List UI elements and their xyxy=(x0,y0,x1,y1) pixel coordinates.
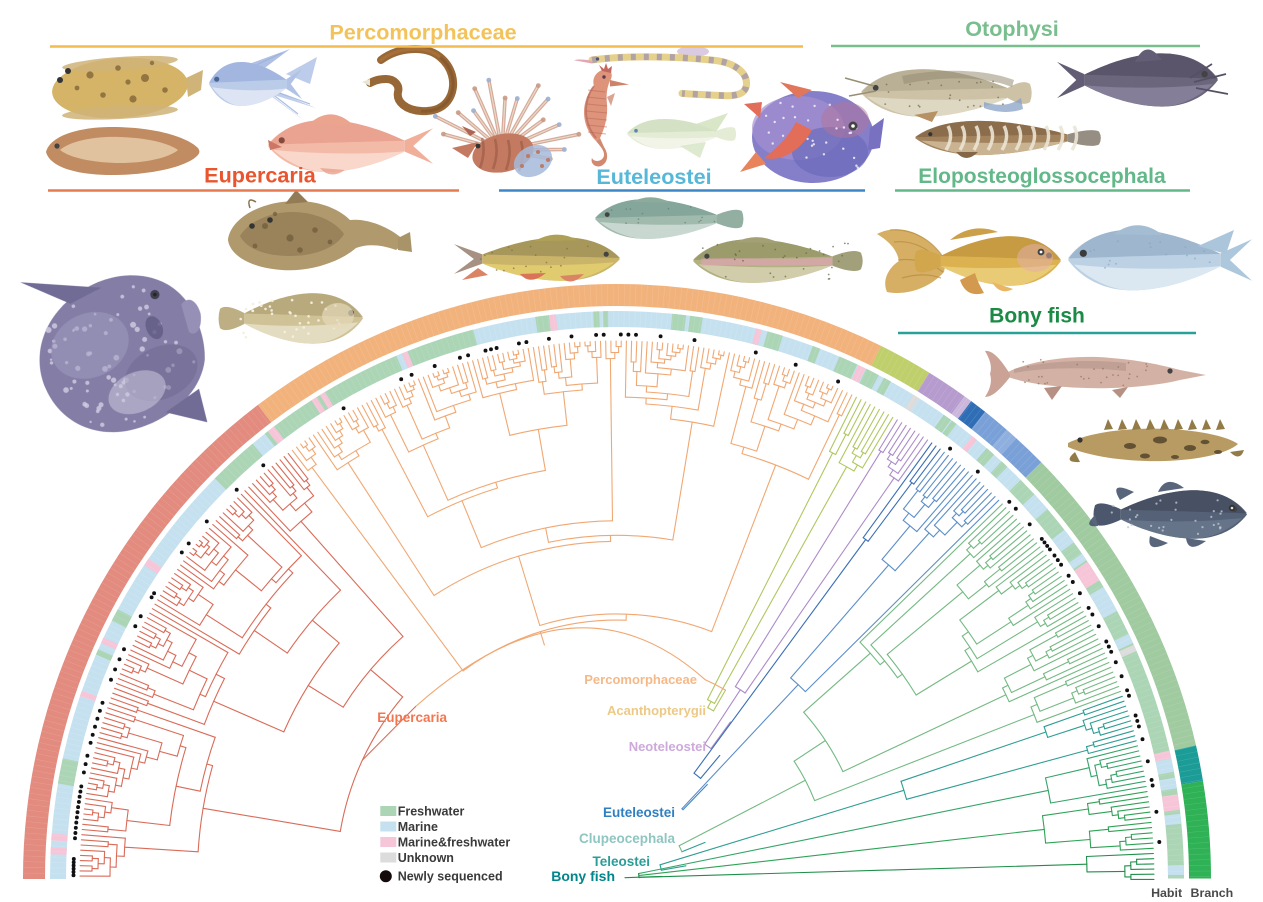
svg-text:Eupercaria: Eupercaria xyxy=(204,163,317,188)
svg-text:Marine: Marine xyxy=(398,820,438,834)
svg-text:Euteleostei: Euteleostei xyxy=(603,805,675,820)
svg-text:Freshwater: Freshwater xyxy=(398,804,465,818)
svg-text:Unknown: Unknown xyxy=(398,851,454,865)
svg-text:Branch: Branch xyxy=(1191,886,1234,900)
svg-text:Newly sequenced: Newly sequenced xyxy=(398,870,503,884)
svg-text:Eloposteoglossocephala: Eloposteoglossocephala xyxy=(918,165,1166,188)
svg-text:Otophysi: Otophysi xyxy=(965,16,1059,41)
svg-text:Percomorphaceae: Percomorphaceae xyxy=(584,672,697,687)
svg-text:Percomorphaceae: Percomorphaceae xyxy=(329,20,516,45)
svg-text:Habit: Habit xyxy=(1151,886,1182,900)
svg-text:Eupercaria: Eupercaria xyxy=(377,710,447,725)
svg-text:Euteleostei: Euteleostei xyxy=(596,164,711,189)
svg-text:Clupeocephala: Clupeocephala xyxy=(579,831,676,846)
svg-text:Bony fish: Bony fish xyxy=(551,868,615,884)
svg-text:Marine&freshwater: Marine&freshwater xyxy=(398,835,511,849)
svg-text:Teleostei: Teleostei xyxy=(592,854,650,869)
svg-text:Bony fish: Bony fish xyxy=(989,305,1085,328)
svg-text:Acanthopterygii: Acanthopterygii xyxy=(607,703,706,718)
svg-text:Neoteleostei: Neoteleostei xyxy=(629,739,706,754)
